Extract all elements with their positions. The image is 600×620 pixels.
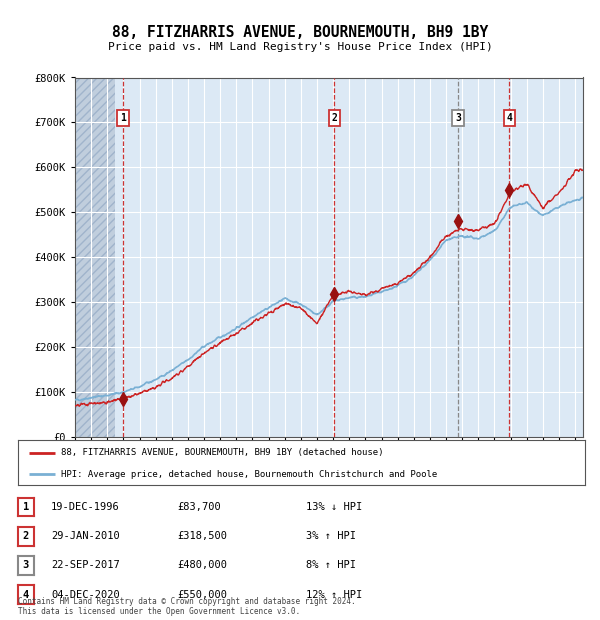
Text: £318,500: £318,500 <box>177 531 227 541</box>
Text: 19-DEC-1996: 19-DEC-1996 <box>51 502 120 512</box>
Text: Contains HM Land Registry data © Crown copyright and database right 2024.: Contains HM Land Registry data © Crown c… <box>18 597 356 606</box>
Text: 88, FITZHARRIS AVENUE, BOURNEMOUTH, BH9 1BY: 88, FITZHARRIS AVENUE, BOURNEMOUTH, BH9 … <box>112 25 488 40</box>
Text: 3: 3 <box>23 560 29 570</box>
Text: 22-SEP-2017: 22-SEP-2017 <box>51 560 120 570</box>
Text: 2: 2 <box>331 113 337 123</box>
Text: 3% ↑ HPI: 3% ↑ HPI <box>306 531 356 541</box>
Text: 88, FITZHARRIS AVENUE, BOURNEMOUTH, BH9 1BY (detached house): 88, FITZHARRIS AVENUE, BOURNEMOUTH, BH9 … <box>61 448 383 457</box>
Text: 04-DEC-2020: 04-DEC-2020 <box>51 590 120 600</box>
Text: £550,000: £550,000 <box>177 590 227 600</box>
Bar <box>75 78 115 437</box>
Text: 4: 4 <box>23 590 29 600</box>
Text: 2: 2 <box>23 531 29 541</box>
Text: 1: 1 <box>120 113 126 123</box>
Text: £83,700: £83,700 <box>177 502 221 512</box>
Text: This data is licensed under the Open Government Licence v3.0.: This data is licensed under the Open Gov… <box>18 607 300 616</box>
Text: HPI: Average price, detached house, Bournemouth Christchurch and Poole: HPI: Average price, detached house, Bour… <box>61 469 437 479</box>
Text: 8% ↑ HPI: 8% ↑ HPI <box>306 560 356 570</box>
Text: 13% ↓ HPI: 13% ↓ HPI <box>306 502 362 512</box>
Text: 3: 3 <box>455 113 461 123</box>
Text: £480,000: £480,000 <box>177 560 227 570</box>
Text: 29-JAN-2010: 29-JAN-2010 <box>51 531 120 541</box>
Text: 1: 1 <box>23 502 29 512</box>
Text: 12% ↑ HPI: 12% ↑ HPI <box>306 590 362 600</box>
Text: Price paid vs. HM Land Registry's House Price Index (HPI): Price paid vs. HM Land Registry's House … <box>107 42 493 51</box>
Text: 4: 4 <box>506 113 512 123</box>
